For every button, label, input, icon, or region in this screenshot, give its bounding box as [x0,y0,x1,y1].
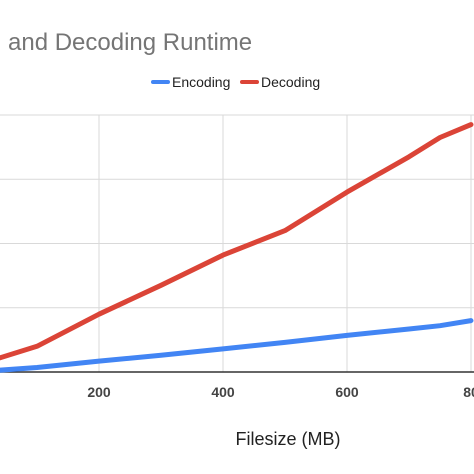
chart-title: and Decoding Runtime [8,29,252,56]
series-line-decoding [0,122,474,361]
x-tick-label: 200 [87,384,111,400]
series-line-encoding [0,318,474,373]
legend-label-decoding: Decoding [261,74,320,90]
legend: Encoding Decoding [151,74,320,90]
x-axis-label: Filesize (MB) [235,429,340,449]
x-tick-label: 400 [211,384,235,400]
grid [0,114,474,373]
series-layer [0,122,474,373]
x-tick-label: 600 [335,384,359,400]
x-tick-label: 80 [463,384,474,400]
legend-label-encoding: Encoding [172,74,230,90]
x-axis-ticks: 200 400 600 80 [87,384,474,400]
